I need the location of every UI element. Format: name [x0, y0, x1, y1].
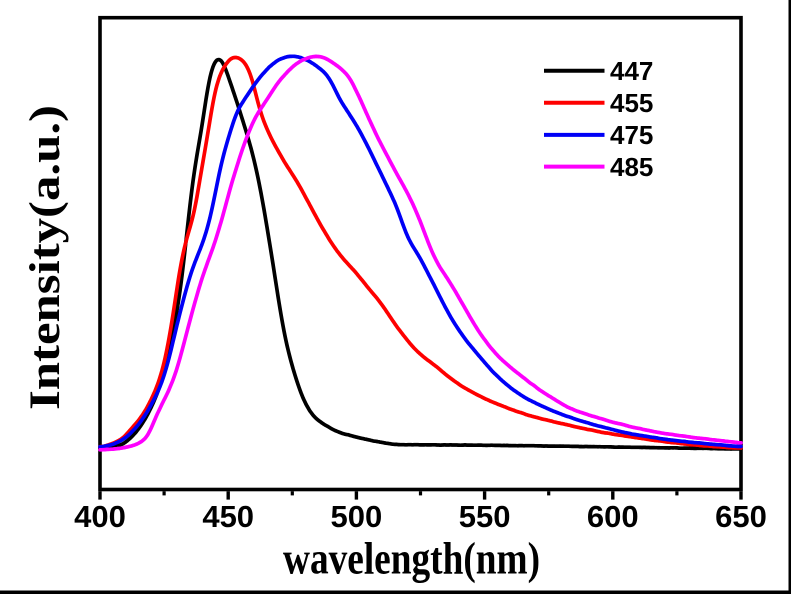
svg-text:550: 550 [459, 499, 511, 534]
svg-text:Intensity(a.u.): Intensity(a.u.) [22, 105, 69, 410]
svg-text:450: 450 [202, 499, 254, 534]
svg-text:wavelength(nm): wavelength(nm) [283, 533, 540, 584]
svg-text:447: 447 [610, 56, 653, 86]
svg-text:500: 500 [331, 499, 383, 534]
svg-text:475: 475 [610, 120, 653, 150]
svg-text:400: 400 [74, 499, 126, 534]
svg-text:600: 600 [587, 499, 639, 534]
svg-text:485: 485 [610, 152, 653, 182]
svg-text:455: 455 [610, 88, 653, 118]
svg-text:650: 650 [715, 499, 767, 534]
